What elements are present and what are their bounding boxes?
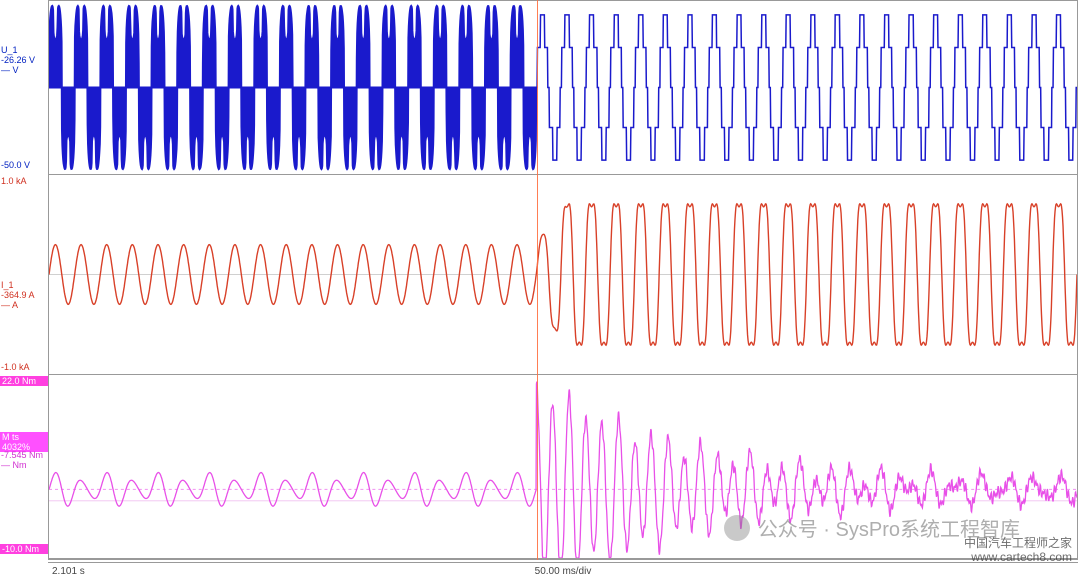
voltage-label-line3: — V xyxy=(1,65,19,75)
torque-label-line2: — Nm xyxy=(1,460,27,470)
torque-highlight-label: M ts 4032% xyxy=(0,432,48,452)
current-label-line3: — A xyxy=(1,300,18,310)
oscilloscope-plot xyxy=(48,0,1078,560)
time-div-label: 50.00 ms/div xyxy=(535,566,592,577)
site-line2: www.cartech8.com xyxy=(964,550,1072,564)
torque-label-line1: -7.545 Nm xyxy=(1,450,43,460)
panel-current xyxy=(49,175,1077,375)
torque-top-label: 22.0 Nm xyxy=(0,376,48,386)
time-start-label: 2.101 s xyxy=(52,566,85,577)
wechat-icon xyxy=(724,515,750,541)
torque-bottom-label: -10.0 Nm xyxy=(0,544,48,554)
voltage-waveform xyxy=(49,1,1077,174)
current-channel-label: I_1 -364.9 A — A xyxy=(0,280,48,310)
voltage-label-line2: -26.26 V xyxy=(1,55,35,65)
torque-channel-label: -7.545 Nm — Nm xyxy=(0,450,48,470)
panel-voltage xyxy=(49,1,1077,175)
current-label-line2: -364.9 A xyxy=(1,290,35,300)
site-watermark: 中国汽车工程师之家 www.cartech8.com xyxy=(964,536,1072,564)
voltage-channel-label: U_1 -26.26 V — V xyxy=(0,45,48,75)
time-cursor[interactable] xyxy=(537,0,538,560)
current-waveform xyxy=(49,175,1077,374)
current-top-label: 1.0 kA xyxy=(0,176,48,186)
current-label-line1: I_1 xyxy=(1,280,14,290)
site-line1: 中国汽车工程师之家 xyxy=(964,536,1072,550)
voltage-label-line1: U_1 xyxy=(1,45,18,55)
voltage-min-label: -50.0 V xyxy=(0,160,48,170)
current-bottom-label: -1.0 kA xyxy=(0,362,48,372)
time-axis: 2.101 s 50.00 ms/div xyxy=(48,562,1078,582)
